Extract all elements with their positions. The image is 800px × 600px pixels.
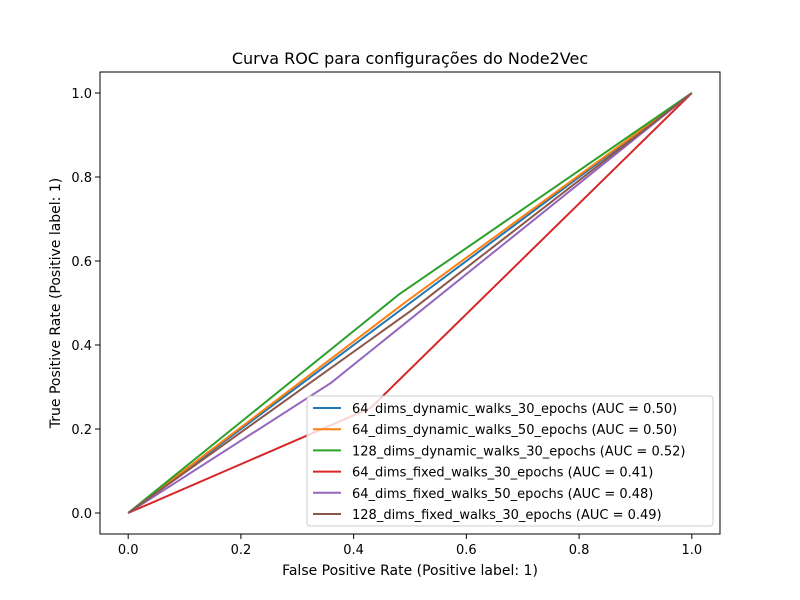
series-line-1 (127, 92, 693, 514)
legend: 64_dims_dynamic_walks_30_epochs (AUC = 0… (306, 395, 714, 527)
legend-label-3: 128_dims_dynamic_walks_30_epochs (AUC = … (352, 444, 685, 459)
y-tick-label: 0.8 (71, 171, 92, 186)
plot-frame (99, 71, 721, 535)
legend-label-5: 64_dims_fixed_walks_50_epochs (AUC = 0.4… (352, 487, 653, 502)
y-axis-label: True Positive Rate (Positive label: 1) (48, 178, 64, 429)
legend-label-6: 128_dims_fixed_walks_30_epochs (AUC = 0.… (352, 508, 662, 523)
series-line-6 (127, 92, 693, 514)
series-line-3 (127, 92, 693, 514)
x-axis-label: False Positive Rate (Positive label: 1) (282, 563, 538, 579)
legend-box (306, 395, 714, 527)
x-tick-label: 0.6 (456, 543, 477, 558)
y-tick-label: 0.0 (71, 507, 92, 522)
x-tick-label: 0.4 (343, 543, 364, 558)
x-tick-label: 1.0 (681, 543, 702, 558)
series-line-2 (127, 92, 693, 514)
legend-label-1: 64_dims_dynamic_walks_30_epochs (AUC = 0… (352, 402, 677, 417)
y-tick-label: 0.2 (71, 423, 92, 438)
legend-label-2: 64_dims_dynamic_walks_50_epochs (AUC = 0… (352, 423, 677, 438)
legend-label-4: 64_dims_fixed_walks_30_epochs (AUC = 0.4… (352, 466, 653, 481)
series-line-5 (127, 92, 693, 514)
y-tick-label: 0.4 (71, 339, 92, 354)
x-tick-label: 0.8 (569, 543, 590, 558)
chart-title: Curva ROC para configurações do Node2Vec (232, 49, 588, 68)
y-tick-label: 1.0 (71, 87, 92, 102)
axes-layer: 0.0 0.2 0.4 0.6 0.8 1.0 0.0 0.2 0.4 0.6 0.8 1.0 (71, 71, 721, 558)
x-tick-label: 0.0 (118, 543, 139, 558)
x-tick-label: 0.2 (231, 543, 252, 558)
y-tick-label: 0.6 (71, 255, 92, 270)
series-layer (127, 92, 693, 514)
